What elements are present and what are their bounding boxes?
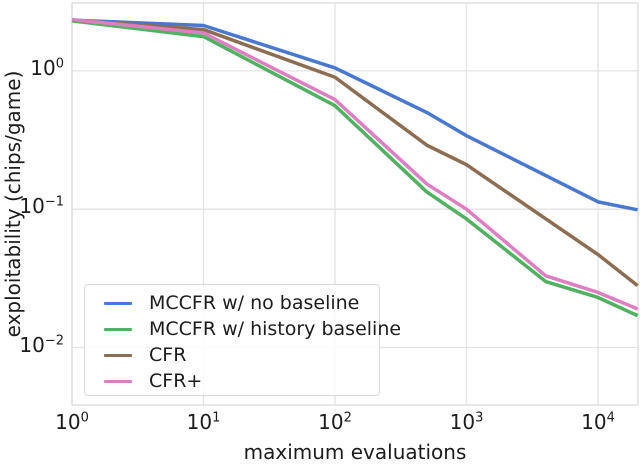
x-axis-label: maximum evaluations [243,440,467,464]
series-line-cfr [71,18,639,288]
legend-line-swatch [104,327,132,331]
x-tick-label: 101 [186,410,221,434]
x-tick-label: 102 [318,410,352,434]
legend-label: CFR+ [149,370,203,392]
legend: MCCFR w/ no baseline MCCFR w/ history ba… [84,284,401,396]
x-tick-label: 100 [55,410,89,434]
series-line-cfr- [71,17,639,311]
legend-item-cfr: CFR [104,342,379,368]
legend-item-cfr-plus: CFR+ [104,368,379,394]
legend-label: MCCFR w/ history baseline [149,318,402,340]
legend-item-mccfr-no-baseline: MCCFR w/ no baseline [104,290,379,316]
legend-line-swatch [104,301,132,305]
y-axis-label: exploitability (chips/game) [1,70,25,338]
series-line-mccfr-w-history-baseline [71,19,639,318]
axes-border [71,2,639,406]
y-tick-label: 100 [30,55,64,80]
y-tick-label: 10−1 [19,194,64,219]
legend-line-swatch [104,353,132,357]
x-tick-label: 104 [581,410,615,434]
legend-item-mccfr-history-baseline: MCCFR w/ history baseline [104,316,401,342]
x-tick-label: 103 [449,410,484,434]
legend-label: CFR [149,344,187,366]
legend-label: MCCFR w/ no baseline [149,292,360,314]
y-tick-label: 10−2 [19,332,64,357]
legend-line-swatch [104,379,132,383]
series-line-mccfr-w-no-baseline [71,18,638,212]
